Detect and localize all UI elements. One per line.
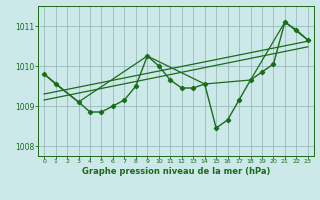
X-axis label: Graphe pression niveau de la mer (hPa): Graphe pression niveau de la mer (hPa) [82,167,270,176]
